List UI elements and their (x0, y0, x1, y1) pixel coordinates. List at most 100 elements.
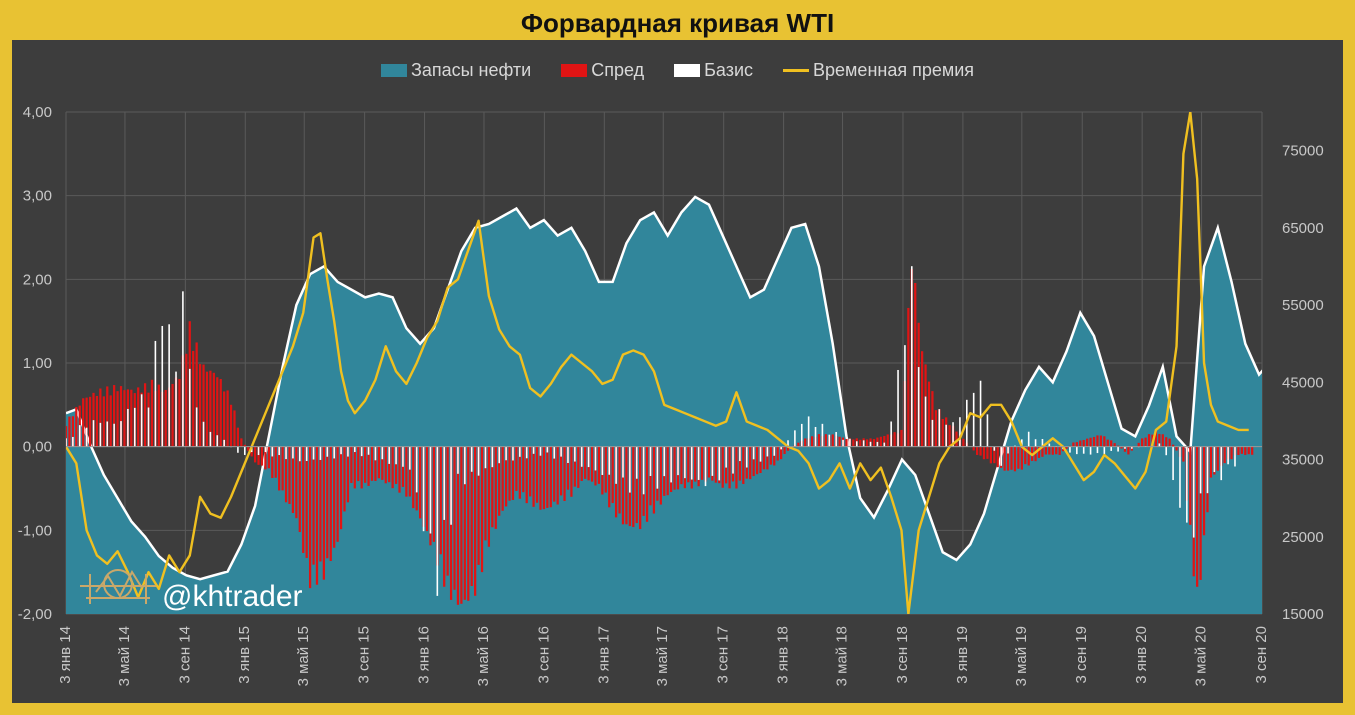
basis-bar (677, 446, 679, 476)
spread-bar (236, 427, 240, 447)
basis-bar (1103, 446, 1106, 455)
basis-bar (835, 432, 837, 447)
spread-bar (1082, 439, 1085, 447)
basis-bar (1000, 446, 1002, 466)
spread-bar (525, 446, 528, 504)
spread-bar (212, 372, 215, 447)
spread-bar (786, 446, 790, 451)
spread-bar (504, 446, 508, 507)
spread-bar (893, 432, 896, 447)
spread-bar (515, 446, 518, 491)
spread-bar (755, 446, 759, 475)
spread-bar (553, 446, 556, 502)
basis-bar (436, 446, 439, 596)
spread-bar (394, 446, 398, 484)
spread-bar (625, 446, 628, 525)
basis-bar (979, 380, 982, 447)
basis-bar (443, 446, 446, 520)
spread-bar (281, 446, 284, 491)
x-tick-label: 3 сен 16 (535, 626, 552, 684)
spread-bar (900, 429, 903, 447)
basis-bar (601, 446, 604, 475)
spread-bar (518, 446, 521, 499)
x-tick-label: 3 янв 16 (416, 626, 433, 684)
spread-bar (1175, 446, 1178, 451)
spread-bar (1106, 439, 1109, 447)
spread-bar (511, 446, 515, 500)
spread-bar (700, 446, 704, 480)
spread-bar (456, 446, 460, 605)
spread-bar (1065, 446, 1068, 449)
x-tick-label: 3 сен 14 (176, 626, 193, 684)
basis-bar (580, 446, 583, 467)
spread-bar (298, 446, 301, 533)
spread-bar (1113, 443, 1116, 447)
basis-bar (395, 446, 397, 465)
spread-bar (1165, 437, 1168, 447)
spread-bar (333, 446, 336, 548)
spread-bar (780, 446, 783, 460)
basis-bar (1041, 438, 1044, 447)
basis-bar (718, 446, 721, 481)
spread-bar (1079, 440, 1082, 447)
basis-bar (594, 446, 597, 471)
x-tick-label: 3 сен 19 (1073, 626, 1090, 684)
basis-bar (168, 324, 170, 447)
watermark-text: @khtrader (162, 580, 303, 613)
basis-bar (1034, 439, 1037, 447)
spread-bar (1237, 446, 1240, 456)
spread-bar (1034, 446, 1037, 462)
y-right-tick-label: 65000 (1282, 220, 1324, 237)
basis-bar (890, 421, 892, 447)
spread-bar (401, 446, 405, 487)
spread-bar (955, 431, 958, 447)
spread-bar (982, 446, 986, 460)
spread-bar (305, 446, 308, 558)
basis-bar (1186, 446, 1188, 523)
spread-bar (1072, 442, 1075, 447)
basis-bar (931, 419, 934, 447)
basis-bar (512, 446, 514, 461)
spread-bar (989, 446, 992, 464)
spread-bar (986, 446, 989, 459)
basis-bar (532, 446, 535, 454)
spread-bar (1182, 446, 1185, 462)
spread-bar (687, 446, 690, 483)
spread-bar (1058, 446, 1061, 455)
spread-bar (979, 446, 982, 456)
basis-bar (828, 434, 831, 447)
basis-bar (656, 446, 659, 489)
basis-bar (188, 368, 191, 447)
basis-bar (745, 446, 748, 468)
spread-bar (467, 446, 470, 601)
spread-bar (68, 416, 71, 447)
spread-bar (872, 439, 876, 447)
basis-bar (415, 446, 418, 493)
spread-bar (1216, 446, 1219, 471)
basis-bar (354, 446, 356, 453)
spread-bar (1189, 446, 1192, 525)
spread-bar (566, 446, 570, 490)
basis-bar (237, 446, 239, 453)
basis-bar (312, 446, 315, 460)
spread-bar (1099, 435, 1103, 447)
spread-bar (976, 446, 979, 455)
spread-bar (1110, 440, 1113, 447)
basis-bar (381, 446, 384, 460)
spread-bar (680, 446, 683, 485)
basis-bar (257, 446, 260, 456)
y-left-tick-label: 4,00 (23, 104, 52, 121)
spread-bar (1037, 446, 1041, 458)
basis-bar (72, 436, 74, 447)
basis-bar (1158, 443, 1161, 447)
spread-bar (326, 446, 329, 559)
spread-bar (879, 436, 882, 447)
legend-label: Спред (591, 60, 645, 80)
basis-bar (1096, 446, 1099, 454)
spread-bar (198, 364, 202, 447)
spread-bar (192, 350, 195, 447)
basis-bar (484, 446, 487, 469)
spread-bar (535, 446, 539, 503)
spread-bar (920, 351, 924, 447)
basis-bar (924, 396, 927, 447)
